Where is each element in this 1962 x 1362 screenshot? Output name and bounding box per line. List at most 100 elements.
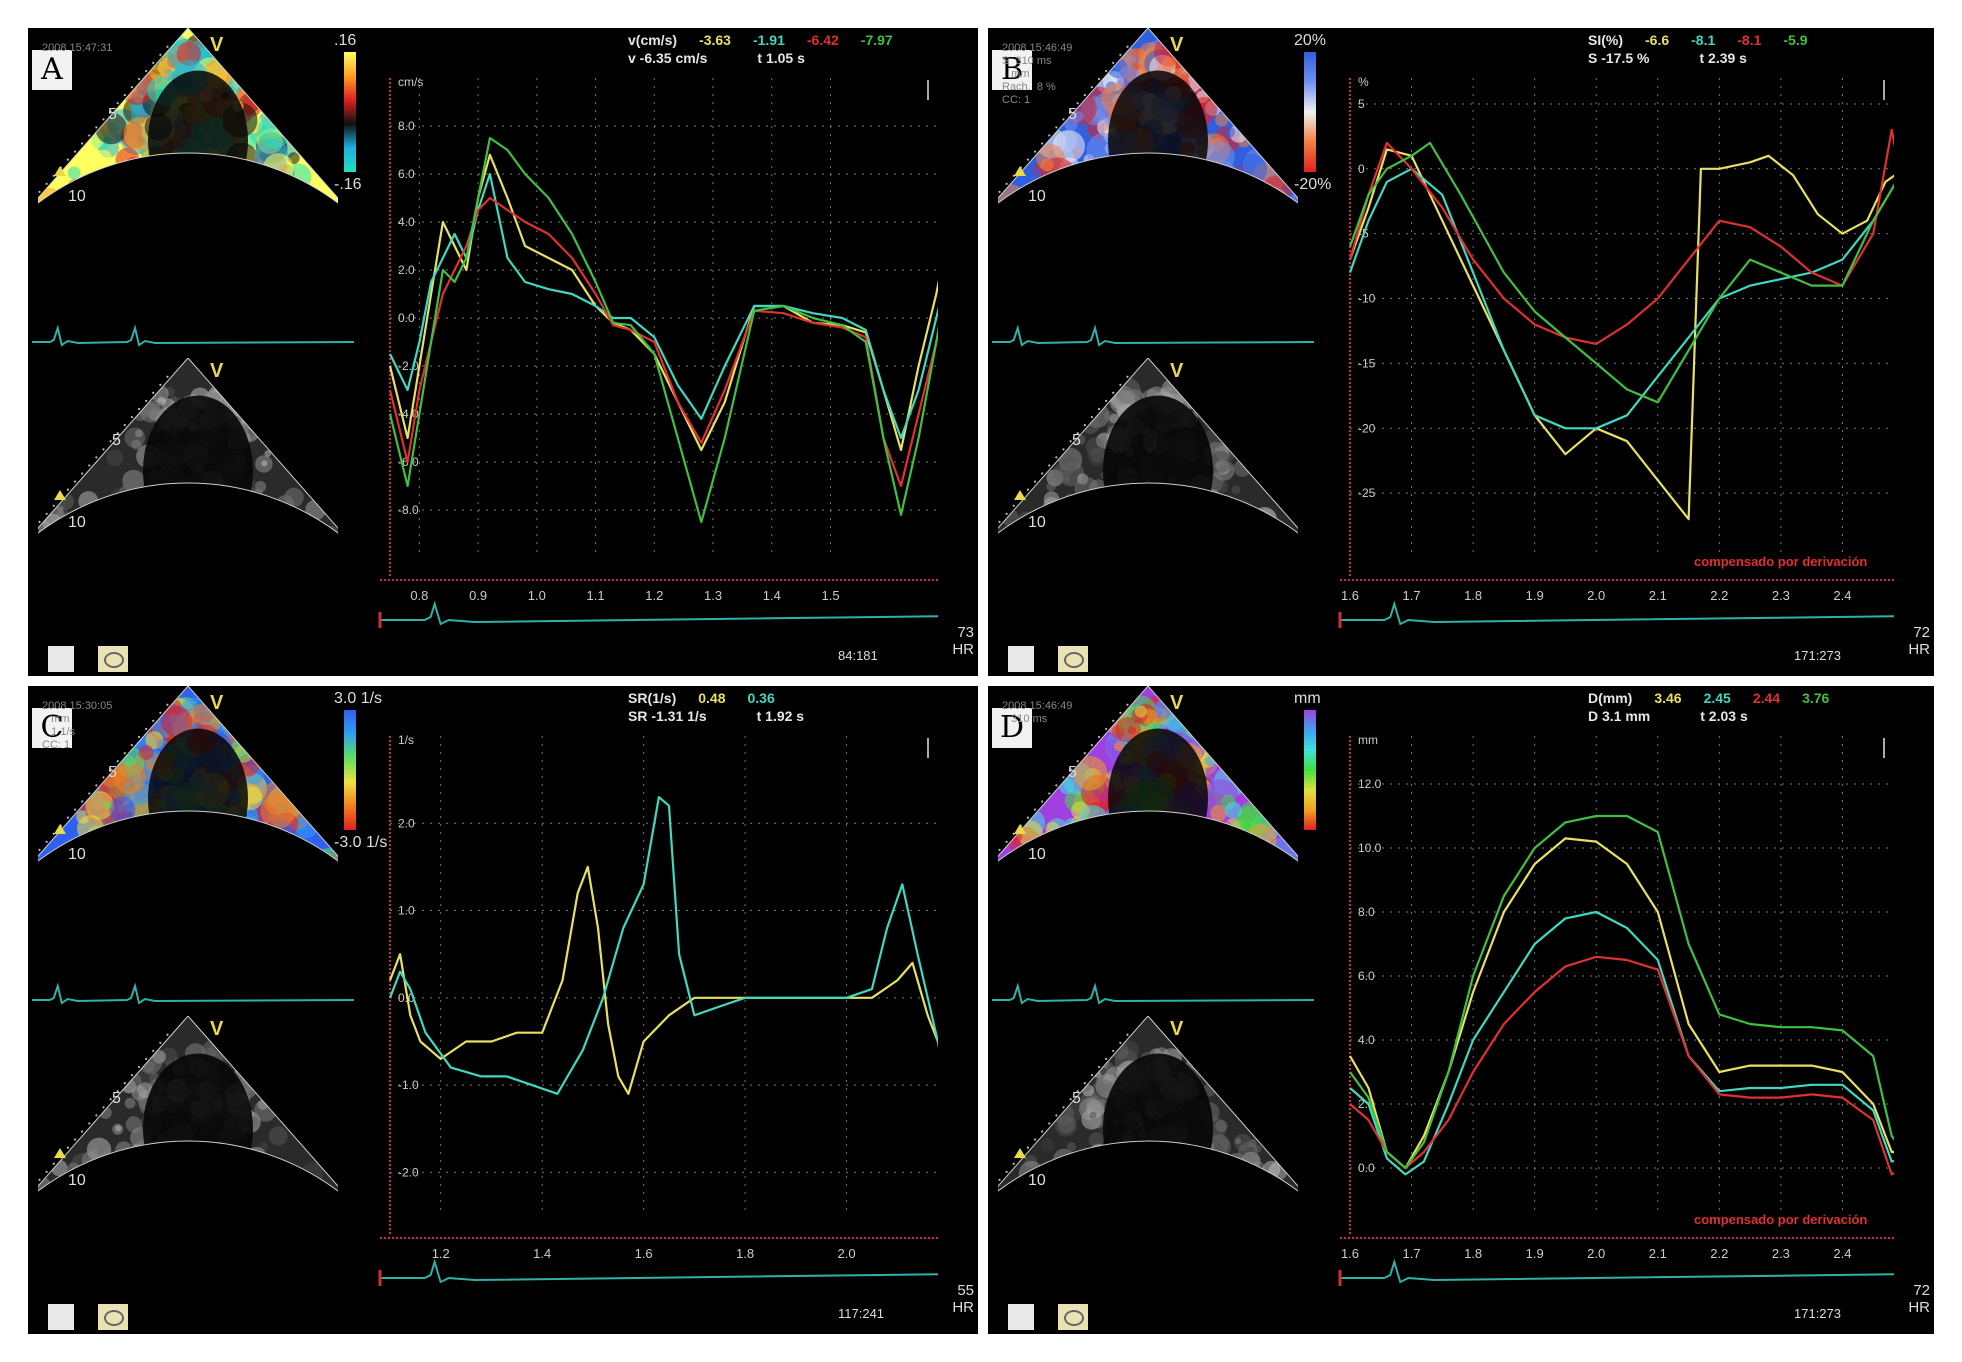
segment-value: 0.48 [698, 690, 726, 706]
y-tick-label: 6.0 [398, 167, 415, 181]
y-tick-label: -2.0 [398, 1165, 419, 1179]
series-line [388, 196, 938, 488]
ecg-trace [1338, 600, 1894, 628]
measurement-header: D(mm) 3.46 2.45 2.44 3.76 [1588, 690, 1829, 706]
heart-rate-value: 72 [1913, 624, 1930, 641]
x-tick-label: 1.8 [1464, 588, 1482, 603]
x-tick-label: 2.1 [1649, 588, 1667, 603]
ecg-trace-small [992, 324, 1315, 347]
depth-label: 10 [68, 188, 86, 205]
strain-plot: 12.010.08.06.04.02.00.01.6 1.7 1.8 1.9 2.0 2.… [1338, 733, 1894, 1286]
y-tick-label: 0 [1358, 162, 1365, 176]
y-tick-label: 8.0 [1358, 905, 1375, 919]
strain-plot: 8.06.04.02.00.0-2.0-4.0-6.0-8.00.8 0.9 1.0… [378, 75, 938, 628]
segment-value: -8.1 [1737, 32, 1762, 48]
series-line [1348, 148, 1894, 521]
measurement-header: v(cm/s) -3.63 -1.91 -6.42 -7.97 [628, 32, 893, 48]
y-tick-label: 2.0 [398, 263, 415, 277]
x-tick-label: 1.9 [1526, 1246, 1544, 1261]
heart-rate: 55 HR [938, 1282, 974, 1316]
y-tick-label: -8.0 [398, 503, 419, 517]
x-tick-label: 1.0 [528, 588, 546, 603]
x-tick-label: 2.0 [1587, 1246, 1605, 1261]
cursor-readout: v -6.35 cm/s t 1.05 s [628, 50, 805, 66]
y-tick-label: 0.0 [398, 311, 415, 325]
depth-label: 10 [68, 1172, 86, 1189]
depth-label: 5 [1072, 432, 1081, 449]
y-axis-unit: 1/s [398, 733, 414, 747]
ecg-trace [1338, 1258, 1894, 1286]
depth-label: 5 [108, 106, 117, 123]
x-tick-label: 1.9 [1526, 588, 1544, 603]
roi-ellipse-icon [98, 646, 128, 672]
depth-label: 10 [1028, 188, 1046, 205]
ecg-trace [378, 600, 938, 628]
series-line [1349, 837, 1894, 1170]
frame-counter: 171:273 [1794, 1306, 1841, 1321]
y-tick-label: -10 [1358, 292, 1376, 306]
frame-counter: 84:181 [838, 648, 878, 663]
x-tick-label: 2.0 [838, 1246, 856, 1261]
color-scale-top-label: .16 [334, 32, 357, 49]
y-axis-unit: % [1358, 75, 1369, 89]
heart-rate-label: HR [952, 1299, 974, 1316]
panel-d: D 2008 15:46:49 310 ms V V 5 10 5 10 mm D(mm) 3.46… [988, 686, 1934, 1334]
segment-value: -7.97 [860, 32, 893, 48]
depth-label: 10 [1028, 514, 1046, 531]
x-tick-label: 1.7 [1403, 1246, 1421, 1261]
heart-rate-value: 55 [957, 1282, 974, 1299]
x-tick-label: 2.2 [1710, 588, 1728, 603]
heart-rate-label: HR [1908, 1299, 1930, 1316]
x-tick-label: 1.6 [1341, 1246, 1359, 1261]
y-tick-label: 5 [1358, 97, 1365, 111]
orientation-marker: V [1170, 360, 1184, 382]
panel-a: A 2008 15:47:31 V V 5 10 5 10 .16 -.16 v(cm/s) -3.6… [28, 28, 978, 676]
depth-label: 5 [112, 432, 121, 449]
segment-value: -6.6 [1645, 32, 1670, 48]
x-tick-label: 2.1 [1649, 1246, 1667, 1261]
y-tick-label: 8.0 [398, 119, 415, 133]
segment-value: -5.9 [1783, 32, 1808, 48]
color-doppler-sector [998, 28, 1298, 216]
acquisition-info: 2008 15:47:31 [42, 42, 113, 54]
measurement-label: D(mm) [1588, 690, 1633, 706]
cursor-readout: D 3.1 mm t 2.03 s [1588, 708, 1748, 724]
color-scale-bar [344, 52, 356, 172]
segment-value: 0.36 [747, 690, 775, 706]
depth-label: 5 [1068, 764, 1077, 781]
cursor-readout: S -17.5 % t 2.39 s [1588, 50, 1747, 66]
grayscale-sector [998, 358, 1298, 546]
heart-rate-label: HR [1908, 641, 1930, 658]
x-tick-label: 1.8 [1464, 1246, 1482, 1261]
frame-counter: 117:241 [838, 1306, 885, 1321]
color-scale-bar [1304, 52, 1316, 172]
heart-rate: 72 HR [1894, 624, 1930, 658]
roi-ellipse-icon [98, 1304, 128, 1330]
color-scale-top-label: mm [1294, 690, 1321, 707]
ecg-trace-small [32, 982, 355, 1005]
heart-rate: 73 HR [938, 624, 974, 658]
orientation-marker: V [210, 692, 224, 714]
depth-label: 5 [1068, 106, 1077, 123]
x-tick-label: 2.0 [1587, 588, 1605, 603]
y-tick-label: -2.0 [398, 359, 419, 373]
x-tick-label: 1.4 [533, 1246, 551, 1261]
depth-label: 5 [112, 1090, 121, 1107]
cursor-value: SR -1.31 1/s [628, 708, 707, 724]
x-tick-label: 1.2 [432, 1246, 450, 1261]
x-tick-label: 1.1 [587, 588, 605, 603]
y-tick-label: -15 [1358, 356, 1376, 370]
compensation-note: compensado por derivación [1694, 1212, 1868, 1227]
y-axis-unit: cm/s [398, 75, 423, 89]
roi-ellipse-icon [1058, 1304, 1088, 1330]
strain-plot: 2.01.00.0-1.0-2.01.21.41.61.82.0s1/s [378, 733, 938, 1286]
segment-value: -3.63 [699, 32, 731, 48]
orientation-marker: V [210, 34, 224, 56]
x-tick-label: 1.2 [645, 588, 663, 603]
heart-rate-label: HR [952, 641, 974, 658]
pen-tool-icon [1008, 1304, 1034, 1330]
series-line [1348, 128, 1894, 345]
orientation-marker: V [210, 1018, 224, 1040]
color-scale-bottom-label: -20% [1294, 176, 1332, 193]
series-line [1348, 141, 1894, 404]
